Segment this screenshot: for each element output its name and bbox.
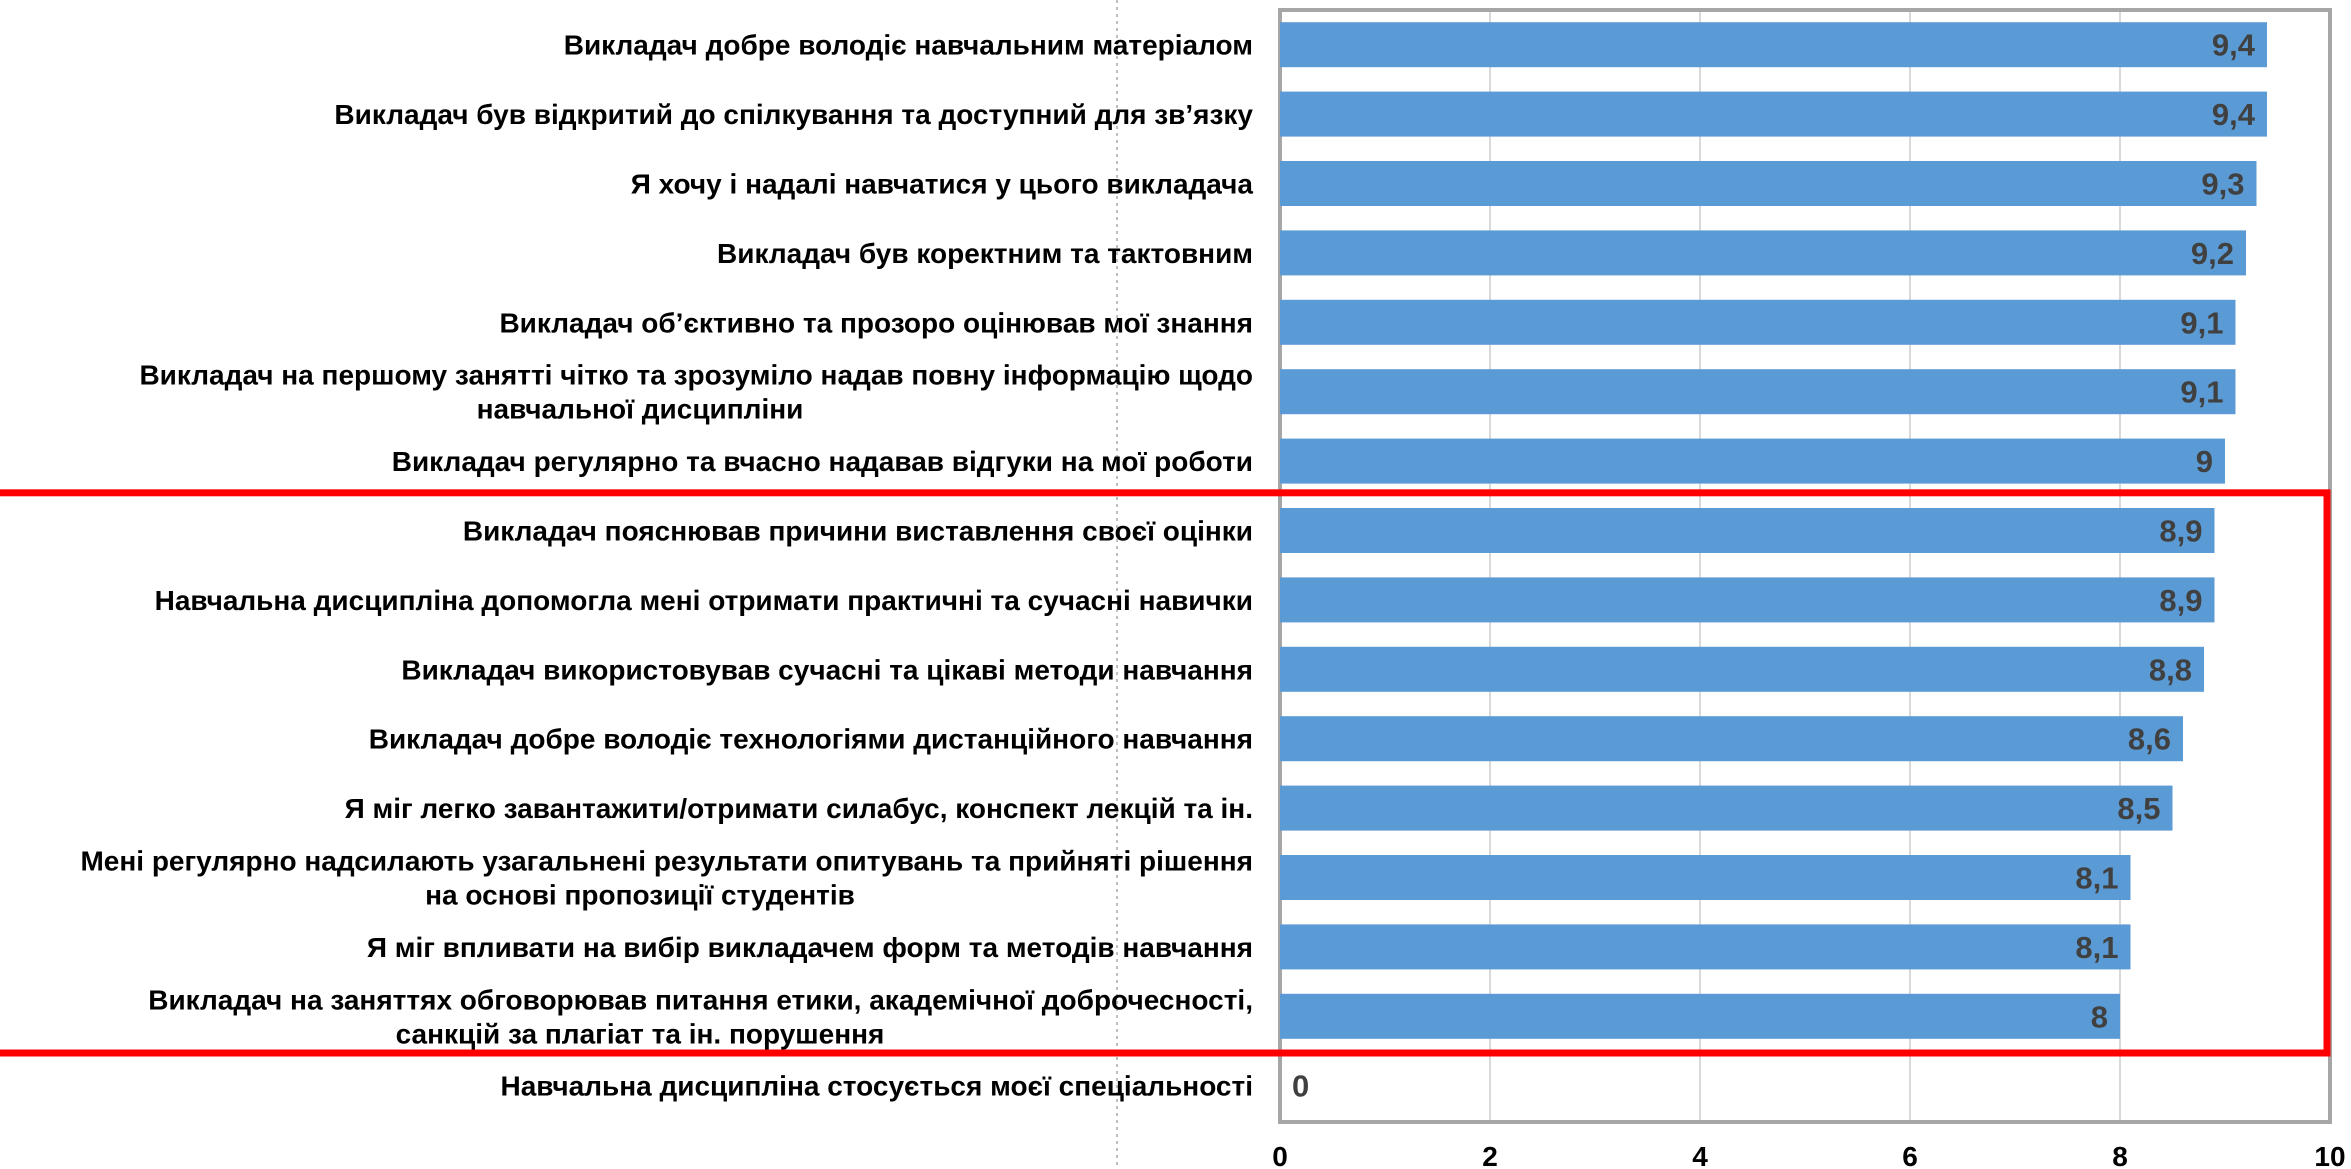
bar xyxy=(1280,716,2183,762)
category-label: Викладач на заняттях обговорював питання… xyxy=(148,984,1253,1049)
value-label: 9,1 xyxy=(2180,305,2223,340)
bar xyxy=(1280,230,2246,276)
value-labels: 9,4 9,4 9,3 9,2 9,1 9,1 9 8,9 8,9 8,8 8,6 8,5 8,1 8,1… xyxy=(1292,28,2256,1104)
value-label: 9 xyxy=(2196,444,2213,479)
category-label: Викладач був відкритий до спілкування та… xyxy=(334,99,1253,130)
value-label: 8,9 xyxy=(2159,514,2202,549)
value-label: 8,6 xyxy=(2128,722,2171,757)
value-label: 9,3 xyxy=(2201,167,2244,202)
bar xyxy=(1280,91,2267,137)
category-label: Викладач був коректним та тактовним xyxy=(717,238,1253,269)
bar xyxy=(1280,993,2120,1039)
bar xyxy=(1280,299,2236,345)
category-label: Навчальна дисципліна стосується моєї спе… xyxy=(500,1071,1253,1102)
category-label: Я міг впливати на вибір викладачем форм … xyxy=(367,932,1253,963)
category-label: Навчальна дисципліна допомогла мені отри… xyxy=(155,585,1253,616)
x-tick-label: 4 xyxy=(1692,1141,1708,1169)
highlight-frame xyxy=(0,489,2331,1057)
x-tick-label: 2 xyxy=(1482,1141,1498,1169)
x-tick-label: 10 xyxy=(2314,1141,2345,1169)
category-label: Викладач добре володіє навчальним матері… xyxy=(564,30,1253,61)
value-label: 9,4 xyxy=(2212,97,2256,132)
bar xyxy=(1280,785,2173,831)
value-label: 8 xyxy=(2091,999,2108,1034)
bar xyxy=(1280,161,2257,206)
bar xyxy=(1280,577,2215,623)
x-tick-label: 8 xyxy=(2112,1141,2128,1169)
value-label: 0 xyxy=(1292,1069,1309,1104)
bar xyxy=(1280,22,2267,68)
category-labels: Викладач добре володіє навчальним матері… xyxy=(80,30,1253,1102)
bar xyxy=(1280,508,2215,553)
bar xyxy=(1280,855,2131,900)
value-label: 9,2 xyxy=(2191,236,2234,271)
value-label: 8,5 xyxy=(2117,791,2160,826)
category-label: Мені регулярно надсилають узагальнені ре… xyxy=(80,846,1253,911)
value-label: 8,8 xyxy=(2149,652,2192,687)
value-label: 8,9 xyxy=(2159,583,2202,618)
x-axis-ticks: 0 2 4 6 8 10 xyxy=(1272,1141,2345,1169)
bar xyxy=(1280,646,2204,692)
value-label: 9,4 xyxy=(2212,28,2256,63)
category-label: Викладач об’єктивно та прозоро оцінював … xyxy=(499,307,1253,338)
value-label: 8,1 xyxy=(2075,861,2118,896)
highlight-box xyxy=(0,489,2331,1057)
x-tick-label: 6 xyxy=(1902,1141,1918,1169)
value-label: 8,1 xyxy=(2075,930,2118,965)
x-tick-label: 0 xyxy=(1272,1141,1288,1169)
category-label: Викладач регулярно та вчасно надавав від… xyxy=(392,446,1253,477)
category-label: Я хочу і надалі навчатися у цього виклад… xyxy=(631,169,1254,200)
category-label: Викладач використовував сучасні та цікав… xyxy=(401,654,1253,685)
bars xyxy=(1280,22,2267,1039)
bar xyxy=(1280,369,2236,415)
value-label: 9,1 xyxy=(2180,375,2223,410)
category-label: Я міг легко завантажити/отримати силабус… xyxy=(345,793,1253,824)
bar xyxy=(1280,924,2131,970)
category-label: Викладач пояснював причини виставлення с… xyxy=(463,516,1253,547)
category-label: Викладач на першому занятті чітко та зро… xyxy=(139,360,1253,425)
category-label: Викладач добре володіє технологіями дист… xyxy=(369,724,1253,755)
bar xyxy=(1280,438,2225,484)
